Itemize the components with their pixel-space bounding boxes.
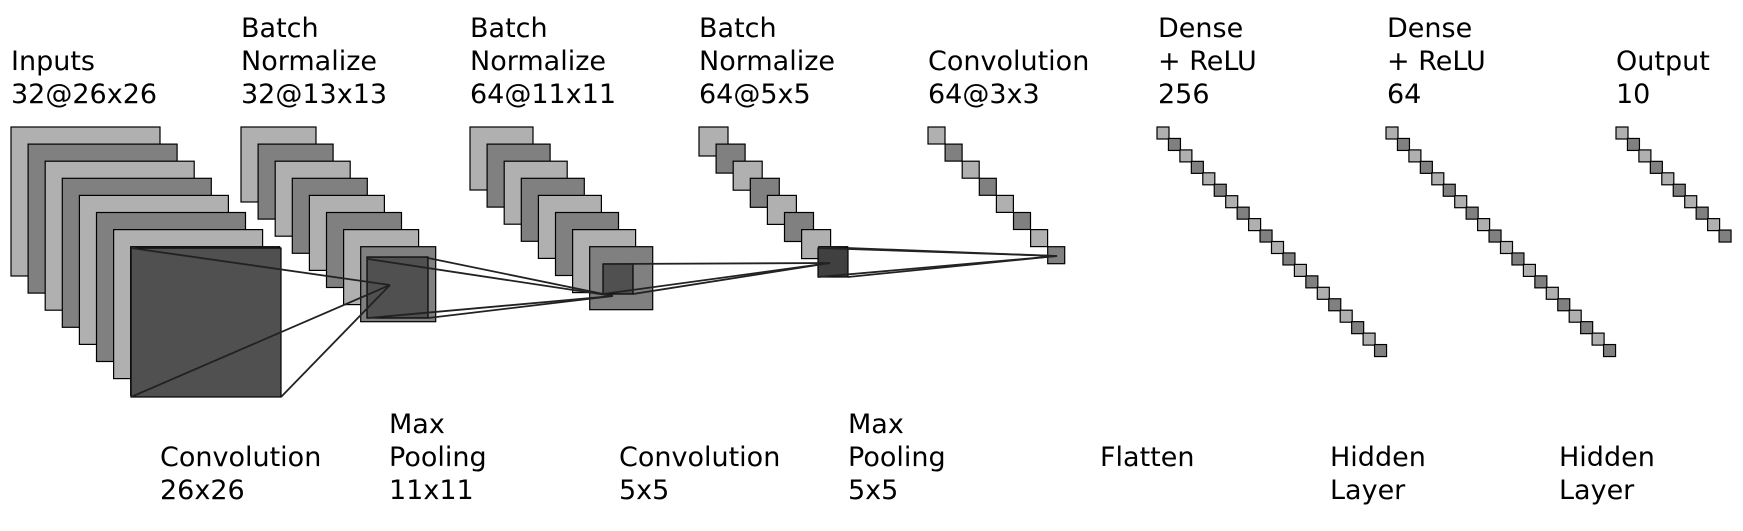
- op-label-convolution-2: Convolution 5x5: [619, 442, 781, 506]
- dense-unit-2-12: [1511, 252, 1525, 266]
- dense-unit-1-8: [1236, 206, 1250, 220]
- layer-label-inputs: Inputs 32@26x26: [11, 46, 158, 110]
- dense-unit-1-3: [1179, 149, 1193, 163]
- feature-map-5-6: [1012, 211, 1032, 231]
- dense-unit-2-10: [1488, 229, 1502, 243]
- dense-unit-1-11: [1270, 240, 1285, 255]
- dense-unit-2-7: [1454, 195, 1468, 209]
- dense-unit-2-14: [1534, 275, 1548, 289]
- dense-unit-1-12: [1282, 252, 1296, 266]
- op-label-hidden-layer-1: Hidden Layer: [1330, 442, 1426, 506]
- dense-unit-2-2: [1396, 137, 1411, 152]
- feature-map-5-2: [944, 143, 963, 162]
- dense-unit-1-5: [1202, 172, 1216, 186]
- connector-2d: [427, 257, 614, 297]
- connector-2a: [367, 258, 614, 297]
- dense-unit-3-7: [1684, 195, 1698, 209]
- dense-unit-2-17: [1568, 309, 1582, 323]
- dense-unit-2-6: [1442, 183, 1456, 197]
- dense-unit-2-11: [1499, 240, 1514, 255]
- dense-unit-2-8: [1465, 206, 1479, 220]
- feature-map-4-3: [732, 160, 763, 191]
- dense-unit-1-1: [1156, 126, 1170, 140]
- dense-unit-3-1: [1615, 126, 1629, 140]
- connector-3a: [602, 262, 831, 265]
- dense-unit-2-18: [1580, 321, 1594, 335]
- dense-unit-1-19: [1362, 332, 1376, 346]
- connector-1b: [130, 284, 391, 398]
- dense-unit-1-18: [1351, 321, 1365, 335]
- dense-unit-3-10: [1718, 229, 1732, 243]
- dense-unit-1-9: [1247, 218, 1262, 232]
- layer-label-dense-relu-256: Dense + ReLU 256: [1158, 13, 1257, 110]
- layer-label-output: Output 10: [1616, 46, 1710, 110]
- connector-4d: [847, 247, 1058, 257]
- dense-unit-2-13: [1522, 263, 1537, 277]
- connector-4c: [847, 255, 1058, 278]
- feature-map-5-5: [995, 194, 1015, 213]
- dense-unit-3-2: [1626, 137, 1641, 152]
- dense-unit-1-14: [1305, 275, 1319, 289]
- dense-unit-1-16: [1328, 298, 1342, 312]
- dense-unit-2-15: [1545, 286, 1559, 300]
- dense-unit-3-5: [1661, 172, 1675, 186]
- layer-label-convolution: Convolution 64@3x3: [928, 46, 1090, 110]
- connector-lines: [130, 247, 1058, 398]
- dense-unit-1-17: [1339, 309, 1353, 323]
- dense-unit-2-3: [1408, 149, 1422, 163]
- kernel-conv-2: [602, 263, 634, 295]
- dense-unit-1-20: [1373, 343, 1388, 358]
- dense-unit-2-4: [1419, 160, 1433, 174]
- dense-unit-2-9: [1476, 218, 1491, 232]
- dense-unit-2-19: [1591, 332, 1605, 346]
- layer-label-dense-relu-64: Dense + ReLU 64: [1387, 13, 1486, 110]
- dense-unit-1-2: [1167, 137, 1182, 152]
- feature-map-5-1: [927, 126, 946, 145]
- feature-map-5-4: [978, 177, 997, 196]
- dense-unit-2-1: [1385, 126, 1399, 140]
- feature-map-5-3: [961, 160, 980, 179]
- connector-3c: [632, 262, 831, 295]
- kernel-highlights: [130, 247, 849, 398]
- connector-2b: [367, 295, 614, 319]
- kernel-conv-1: [130, 247, 282, 398]
- dense-unit-1-4: [1190, 160, 1204, 174]
- dense-unit-3-4: [1649, 160, 1663, 174]
- dense-unit-1-6: [1213, 183, 1227, 197]
- dense-unit-3-8: [1695, 206, 1709, 220]
- op-label-hidden-layer-2: Hidden Layer: [1559, 442, 1655, 506]
- dense-unit-2-20: [1602, 343, 1617, 358]
- dense-unit-3-3: [1638, 149, 1652, 163]
- dense-unit-1-15: [1316, 286, 1330, 300]
- dense-unit-1-10: [1259, 229, 1273, 243]
- dense-unit-3-6: [1672, 183, 1686, 197]
- feature-map-4-2: [715, 143, 746, 174]
- dense-unit-3-9: [1706, 218, 1721, 232]
- connector-1a: [130, 247, 391, 286]
- layer-label-batch-normalize-3: Batch Normalize 64@5x5: [699, 13, 835, 110]
- op-label-convolution-1: Convolution 26x26: [160, 442, 322, 506]
- feature-map-5-7: [1029, 229, 1049, 248]
- layer-label-batch-normalize-2: Batch Normalize 64@11x11: [470, 13, 617, 110]
- dense-unit-1-7: [1225, 195, 1239, 209]
- dense-unit-1-13: [1293, 263, 1308, 277]
- op-label-max-pooling-1: Max Pooling 11x11: [389, 409, 487, 506]
- dense-unit-2-5: [1431, 172, 1445, 186]
- op-label-flatten: Flatten: [1100, 442, 1195, 473]
- layer-label-batch-normalize-1: Batch Normalize 32@13x13: [241, 13, 388, 110]
- connector-2c: [427, 295, 614, 319]
- connector-1c: [280, 284, 391, 398]
- dense-unit-2-16: [1557, 298, 1571, 312]
- op-label-max-pooling-2: Max Pooling 5x5: [848, 409, 946, 506]
